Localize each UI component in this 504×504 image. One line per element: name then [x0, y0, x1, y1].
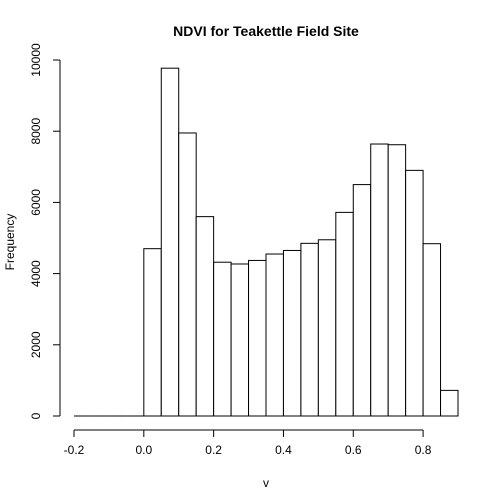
x-tick-label: 0.4	[275, 443, 292, 457]
histogram-bar	[370, 143, 389, 417]
x-tick-label: -0.2	[64, 443, 85, 457]
histogram-bar	[282, 249, 302, 417]
y-tick-label: 8000	[29, 118, 43, 145]
x-tick-label: 0.8	[415, 443, 432, 457]
histogram-bar	[195, 216, 215, 417]
histogram-bar	[265, 253, 284, 417]
histogram-bar	[440, 389, 459, 417]
histogram-bar	[248, 259, 267, 417]
bars-group	[74, 67, 459, 417]
histogram-bar	[143, 248, 162, 417]
y-tick-label: 2000	[29, 331, 43, 358]
x-tick-label: 0.6	[345, 443, 362, 457]
histogram-bar	[317, 239, 337, 417]
histogram-bar	[160, 67, 180, 417]
histogram-bar	[352, 184, 372, 417]
y-tick-label: 6000	[29, 189, 43, 216]
histogram-bar	[213, 261, 232, 417]
x-axis: -0.2 0.0 0.2 0.4 0.6 0.8	[64, 429, 432, 457]
y-tick-label: 10000	[29, 43, 43, 77]
histogram-bar	[230, 263, 250, 417]
x-tick-label: 0.2	[205, 443, 222, 457]
histogram-bar	[178, 132, 197, 417]
y-tick-label: 4000	[29, 260, 43, 287]
histogram-bar	[300, 242, 319, 417]
histogram-bar	[422, 243, 442, 417]
y-tick-label: 0	[29, 412, 43, 419]
histogram-bar	[387, 144, 407, 417]
histogram-bar	[405, 169, 424, 417]
y-axis: 0 2000 4000 6000 8000 10000	[29, 43, 61, 419]
x-tick-label: 0.0	[135, 443, 152, 457]
chart-title: NDVI for Teakettle Field Site	[173, 23, 359, 39]
x-axis-label: v	[263, 476, 269, 490]
histogram-bar	[335, 211, 354, 417]
y-axis-label: Frequency	[3, 214, 17, 271]
